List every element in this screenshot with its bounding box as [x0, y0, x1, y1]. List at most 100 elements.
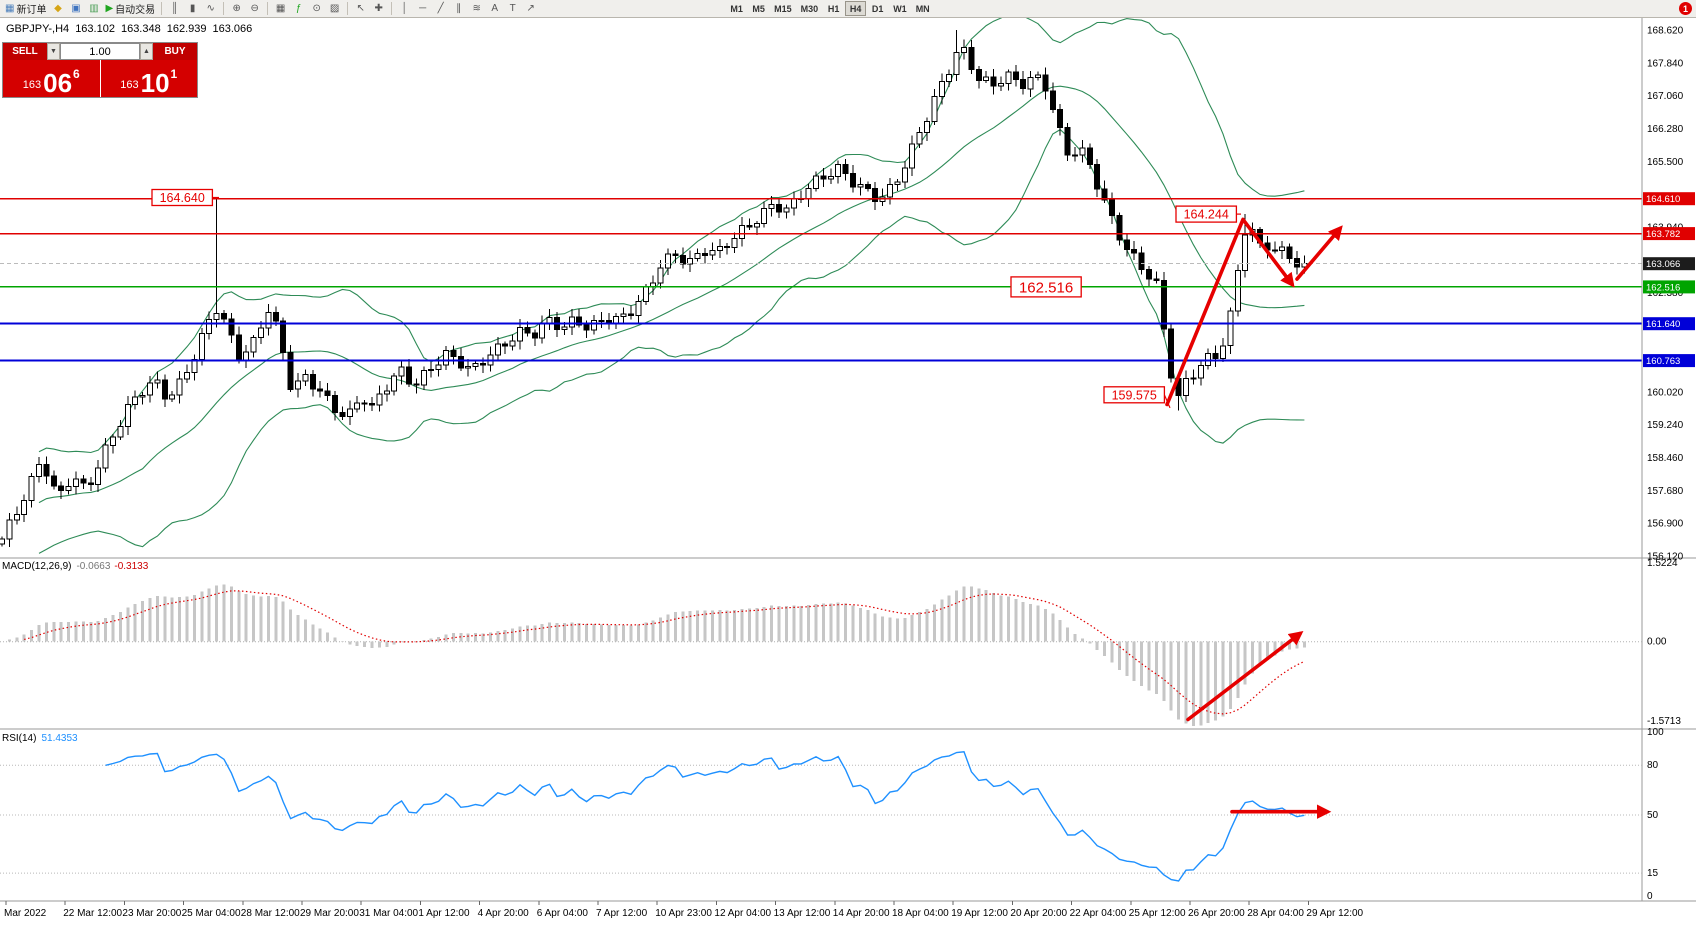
time-label: Mar 2022	[4, 908, 47, 919]
cursor-icon: ↖	[356, 2, 365, 14]
time-label: 20 Apr 20:00	[1010, 908, 1067, 919]
symbol-period-label: GBPJPY-,H4	[6, 23, 70, 35]
time-label: 1 Apr 12:00	[418, 908, 470, 919]
price-callout[interactable]: 162.516	[1010, 276, 1082, 298]
navigator-button[interactable]: ▣	[67, 1, 84, 17]
price-tick-label: 167.840	[1647, 58, 1684, 69]
autotrade-icon: ▶	[105, 2, 114, 14]
text-button[interactable]: A	[486, 1, 503, 17]
bid-pip-digit: 6	[73, 67, 80, 81]
crosshair-icon: ✚	[374, 2, 383, 14]
timeframe-m5-button[interactable]: M5	[752, 3, 765, 14]
ask-prefix: 163	[120, 79, 139, 91]
time-label: 6 Apr 04:00	[537, 908, 589, 919]
toolbar-sep	[391, 2, 393, 15]
tile-windows-button[interactable]: ▦	[272, 1, 289, 17]
vertical-line-button[interactable]: │	[396, 1, 413, 17]
line-chart-button[interactable]: ∿	[202, 1, 219, 17]
sell-button[interactable]: SELL	[3, 43, 47, 60]
notification-badge[interactable]: 1	[1679, 2, 1692, 15]
arrows-button[interactable]: ↗	[522, 1, 539, 17]
toolbar-sep	[347, 2, 349, 15]
price-callout[interactable]: 164.640	[151, 188, 219, 207]
periods-button[interactable]: ⊙	[308, 1, 325, 17]
macd-signal-line	[24, 590, 1305, 715]
horizontal-line-icon: ─	[419, 2, 427, 14]
price-chip-label: 164.610	[1646, 194, 1680, 205]
zoom-out-button[interactable]: ⊖	[246, 1, 263, 17]
cursor-button[interactable]: ↖	[352, 1, 369, 17]
timeframe-m30-button[interactable]: M30	[800, 3, 819, 14]
rsi-scale-label: 15	[1647, 868, 1659, 879]
timeframe-m1-button[interactable]: M1	[730, 3, 743, 14]
zoom-in-button[interactable]: ⊕	[228, 1, 245, 17]
volume-decrease-button[interactable]: ▼	[47, 43, 60, 60]
price-tick-label: 167.060	[1647, 91, 1684, 102]
periods-icon: ⊙	[312, 2, 321, 14]
bar-chart-button[interactable]: ║	[166, 1, 183, 17]
annotation-arrows[interactable]	[1165, 217, 1343, 819]
time-label: 12 Apr 04:00	[714, 908, 771, 919]
time-label: 28 Apr 04:00	[1247, 908, 1304, 919]
toolbar-sep	[267, 2, 269, 15]
autotrade-button-label: 自动交易	[115, 5, 156, 16]
time-label: 22 Mar 12:00	[63, 908, 122, 919]
price-chip-label: 163.066	[1646, 259, 1680, 270]
macd-indicator-header: MACD(12,26,9) -0.0663 -0.3133	[2, 561, 148, 572]
timeframe-h1-button[interactable]: H1	[827, 3, 840, 14]
new-order-button-label: 新订单	[16, 5, 47, 16]
horizontal-level-lines[interactable]	[0, 198, 1642, 362]
bid-price-tile[interactable]: 163 06 6	[3, 60, 101, 97]
time-label: 22 Apr 04:00	[1070, 908, 1127, 919]
volume-increase-button[interactable]: ▲	[140, 43, 153, 60]
buy-button[interactable]: BUY	[153, 43, 197, 60]
toolbar-sep	[223, 2, 225, 15]
crosshair-button[interactable]: ✚	[370, 1, 387, 17]
candlestick-series	[0, 30, 1308, 548]
indicators-button[interactable]: ƒ	[290, 1, 307, 17]
one-click-trading-panel: SELL ▼ ▲ BUY 163 06 6 163 10 1	[2, 42, 198, 98]
new-order-icon: ▦	[5, 2, 15, 14]
timeframe-d1-button[interactable]: D1	[871, 3, 884, 14]
time-label: 25 Mar 04:00	[182, 908, 241, 919]
time-label: 29 Mar 20:00	[300, 908, 359, 919]
price-callout[interactable]: 159.575	[1103, 386, 1171, 409]
time-label: 31 Mar 04:00	[359, 908, 418, 919]
ask-price-tile[interactable]: 163 10 1	[100, 60, 197, 97]
arrows-icon: ↗	[526, 2, 535, 14]
price-tick-label: 165.500	[1647, 157, 1684, 168]
macd-value-signal: -0.3133	[114, 561, 149, 572]
price-tick-label: 157.680	[1647, 486, 1684, 497]
panel-dividers[interactable]	[0, 18, 1696, 902]
fibonacci-button[interactable]: ≋	[468, 1, 485, 17]
price-tick-label: 156.120	[1647, 552, 1684, 563]
timeframe-m15-button[interactable]: M15	[774, 3, 792, 14]
price-tick-label: 162.380	[1647, 288, 1684, 299]
new-order-button[interactable]: ▦ 新订单	[3, 1, 48, 17]
fibonacci-icon: ≋	[472, 2, 481, 14]
candlestick-chart-button[interactable]: ▮	[184, 1, 201, 17]
macd-scale-label: 0.00	[1647, 637, 1667, 648]
price-chip-label: 162.516	[1646, 282, 1680, 293]
channel-button[interactable]: ∥	[450, 1, 467, 17]
horizontal-line-button[interactable]: ─	[414, 1, 431, 17]
price-callout[interactable]: 164.244	[1175, 205, 1241, 223]
terminal-button[interactable]: ▥	[85, 1, 102, 17]
label-button[interactable]: T	[504, 1, 521, 17]
trendline-button[interactable]: ╱	[432, 1, 449, 17]
timeframe-mn-button[interactable]: MN	[915, 3, 930, 14]
templates-button[interactable]: ▨	[326, 1, 343, 17]
timeframe-h4-button[interactable]: H4	[845, 1, 867, 16]
autotrade-button[interactable]: ▶ 自动交易	[103, 1, 157, 17]
time-label: 26 Apr 20:00	[1188, 908, 1245, 919]
rsi-scale-label: 80	[1647, 760, 1659, 771]
bid-big-digits: 06	[43, 67, 73, 98]
market-watch-icon: ◆	[54, 2, 62, 14]
rsi-scale-label: 0	[1647, 891, 1653, 902]
timeframe-w1-button[interactable]: W1	[893, 3, 907, 14]
bar-chart-icon: ║	[171, 2, 179, 14]
volume-input[interactable]	[60, 43, 140, 60]
market-watch-button[interactable]: ◆	[49, 1, 66, 17]
